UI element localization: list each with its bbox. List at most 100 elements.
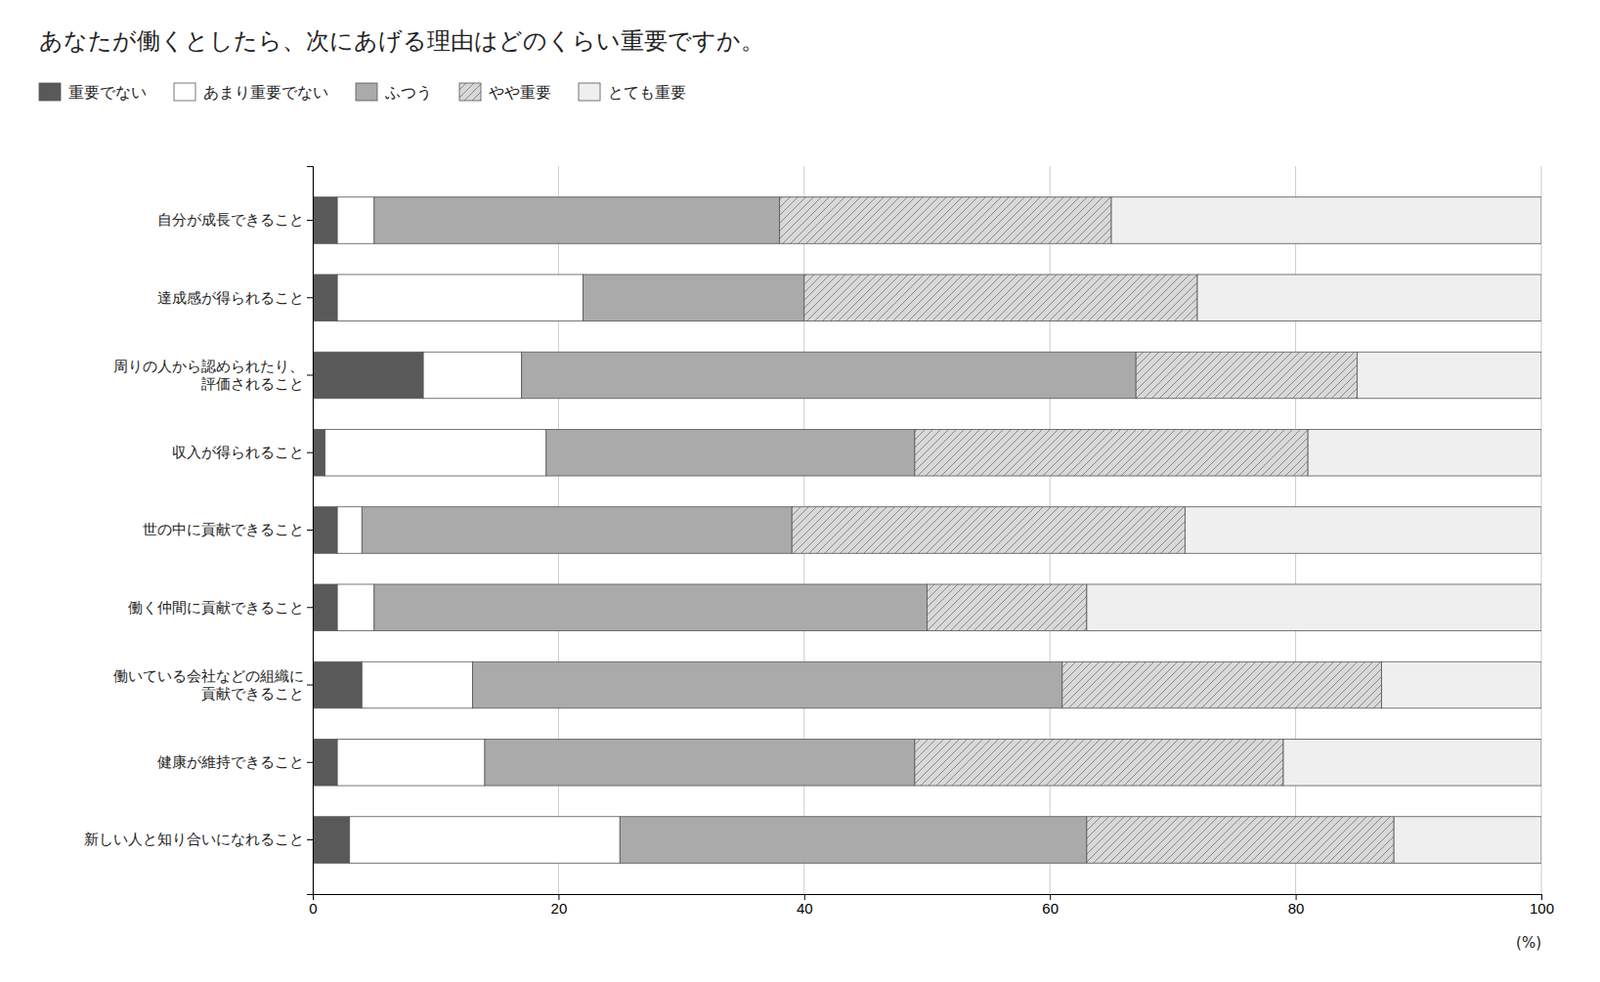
x-tick-label: 20 <box>551 900 568 917</box>
bar-segment <box>1111 197 1542 245</box>
x-tick-label: 100 <box>1529 900 1555 917</box>
y-tick: 自分が成長できること <box>157 211 313 228</box>
y-tick: 世の中に貢献できること <box>142 520 313 538</box>
bar-segment <box>374 584 928 632</box>
legend-item: 重要でない <box>39 83 147 102</box>
bar-segment <box>1382 661 1542 709</box>
legend-swatch <box>173 83 196 101</box>
y-tick-mark <box>306 606 313 608</box>
y-tick-mark <box>306 219 313 221</box>
bar-segment <box>1086 584 1542 632</box>
y-tick-label: 働く仲間に貢献できること <box>128 599 304 616</box>
bar-segment <box>349 817 621 865</box>
bar-segment <box>619 817 1087 865</box>
legend-item: やや重要 <box>459 83 552 102</box>
bar-segment <box>521 351 1136 399</box>
y-tick: 新しい人と知り合いになれること <box>84 830 313 848</box>
y-axis-line <box>306 167 314 896</box>
x-tick: 60 <box>1041 894 1059 917</box>
y-tick-mark <box>306 762 313 764</box>
bar-segment <box>374 197 780 245</box>
bar-segment <box>337 584 375 632</box>
y-tick-label: 健康が維持できること <box>157 753 304 771</box>
bar-segment <box>779 197 1112 245</box>
x-tick: 40 <box>796 894 814 917</box>
x-tick-label: 60 <box>1041 900 1059 917</box>
bar-segment <box>1062 661 1383 709</box>
bar-segment <box>484 738 915 786</box>
y-axis: 自分が成長できること達成感が得られること周りの人から認められたり、 評価されるこ… <box>84 167 314 896</box>
bar-segment <box>1356 351 1542 399</box>
bar-segment <box>914 738 1284 786</box>
bar-segment <box>312 738 338 786</box>
legend-item: あまり重要でない <box>173 83 329 102</box>
y-tick-label: 新しい人と知り合いになれること <box>84 830 304 848</box>
bar-segment <box>1393 817 1542 865</box>
legend-swatch <box>355 83 378 101</box>
legend-label: あまり重要でない <box>203 83 329 102</box>
y-tick-label: 周りの人から認められたり、 評価されること <box>113 357 304 392</box>
y-tick-mark <box>306 685 313 687</box>
x-tick-label: 80 <box>1288 900 1305 917</box>
bar-segment <box>361 661 473 709</box>
y-tick-mark <box>306 452 313 454</box>
bar-segment <box>337 197 375 245</box>
legend-swatch <box>578 83 601 101</box>
bar-segment <box>337 507 362 555</box>
legend-item: ふつう <box>355 83 433 102</box>
grid <box>312 166 1542 895</box>
bar-segment <box>337 274 583 322</box>
y-tick: 周りの人から認められたり、 評価されること <box>113 357 313 392</box>
legend-label: 重要でない <box>68 83 147 102</box>
y-tick: 収入が得られること <box>172 443 313 461</box>
x-axis-title: (%) <box>1515 934 1542 952</box>
bar-segment <box>1184 507 1542 555</box>
x-axis: 0 20 40 60 80 100 <box>308 894 1555 917</box>
y-tick-label: 働いている会社などの組織に 貢献できること <box>113 667 304 702</box>
bar-segment <box>312 429 326 476</box>
y-tick-mark <box>306 297 313 299</box>
bar-segment <box>791 507 1185 555</box>
y-tick-label: 世の中に貢献できること <box>142 520 304 538</box>
title: あなたが働くとしたら、次にあげる理由はどのくらい重要ですか。 <box>39 27 765 55</box>
y-tick: 達成感が得られること <box>157 289 313 306</box>
y-tick-mark <box>306 839 313 841</box>
bar-segment <box>312 817 350 865</box>
x-tick-label: 0 <box>308 900 317 917</box>
y-tick-label: 収入が得られること <box>172 443 304 461</box>
y-tick: 働いている会社などの組織に 貢献できること <box>113 667 313 702</box>
x-tick-label: 40 <box>796 900 814 917</box>
bar-segment <box>423 351 522 399</box>
bar-segment <box>312 661 362 709</box>
series <box>1086 197 1542 865</box>
y-tick: 働く仲間に貢献できること <box>128 599 313 616</box>
bar-segment <box>804 274 1198 322</box>
bar-segment <box>312 584 338 632</box>
plot: 0 20 40 60 80 100 自分が成長できること達成感が得られること周りの人から認め… <box>84 166 1555 952</box>
bar-segment <box>312 197 338 245</box>
bar-segment <box>337 738 485 786</box>
x-tick: 0 <box>308 894 317 917</box>
bar-segment <box>1307 429 1542 476</box>
chart: あなたが働くとしたら、次にあげる理由はどのくらい重要ですか。重要でない あまり重要… <box>0 0 1600 982</box>
legend-item: とても重要 <box>578 83 687 102</box>
bar-segment <box>927 584 1087 632</box>
legend-label: ふつう <box>384 83 433 102</box>
bar-segment <box>325 429 547 476</box>
bar-segment <box>583 274 805 322</box>
y-tick-mark <box>306 529 313 531</box>
x-tick: 100 <box>1529 894 1555 917</box>
bar-segment <box>1135 351 1357 399</box>
bar-segment <box>472 661 1062 709</box>
bars <box>312 197 1542 865</box>
y-tick-label: 達成感が得られること <box>157 289 304 306</box>
bar-segment <box>312 274 338 322</box>
x-axis-line <box>313 895 1543 902</box>
bar-segment <box>1086 817 1394 865</box>
legend: 重要でない あまり重要でない ふつう やや重要 とても重要 <box>39 83 687 102</box>
bar-segment <box>312 507 338 555</box>
bar-segment <box>361 507 792 555</box>
y-tick-mark <box>306 374 313 376</box>
bar-segment <box>1283 738 1542 786</box>
legend-label: とても重要 <box>607 83 687 102</box>
